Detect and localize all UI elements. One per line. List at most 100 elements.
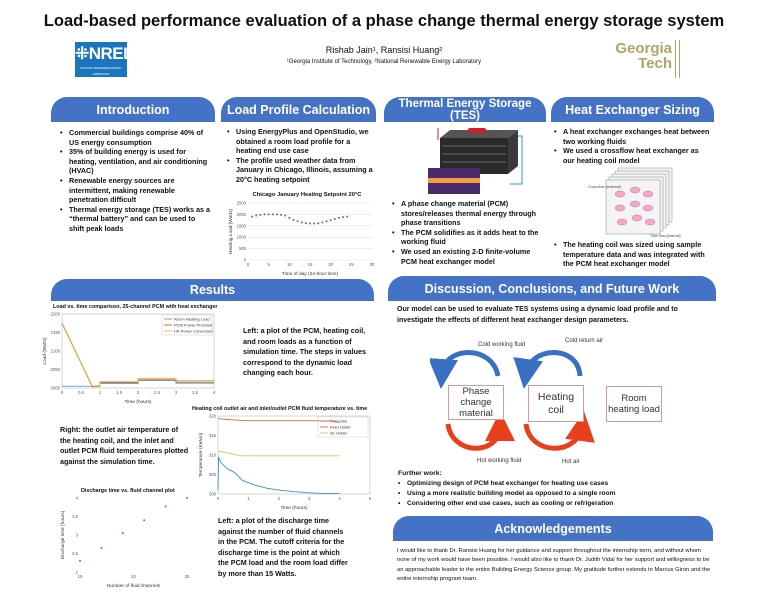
legend-label: Fluid Outlet (330, 425, 351, 430)
chart-title: Heating coil outlet air and inlet/outlet… (192, 406, 368, 412)
x-tick-label: 4 (213, 390, 216, 395)
arrow-label: Hot working fluid (477, 458, 522, 464)
y-tick-label: 500 (239, 246, 247, 251)
series-line (217, 456, 340, 495)
data-point (300, 221, 303, 224)
data-point (143, 519, 146, 522)
legend-label: PCM Power Provided (174, 323, 212, 328)
data-point (292, 218, 295, 221)
x-tick-label: 1 (99, 390, 102, 395)
heating-profile-chart: 0 500 1000 1500 2000 2500 0 5 10 15 20 25 30 Time of … (228, 201, 375, 278)
tube-flow-label: Tube flow (internal) (650, 234, 681, 238)
hx-list: A heat exchanger exchanges heat between … (554, 127, 712, 165)
list-item: Using a more realistic building model as… (398, 489, 710, 499)
legend-label: Fluid Inlet (330, 419, 348, 424)
data-point (164, 505, 167, 508)
system-diagram: Phase change material Heating coil Room … (430, 338, 670, 468)
x-tick-label: 3.5 (192, 390, 198, 395)
list-item: Thermal energy storage (TES) works as a … (60, 205, 210, 234)
data-point (333, 217, 336, 220)
y-axis-label: Heating Load (Watts) (228, 209, 234, 255)
load-profile-list: Using EnergyPlus and OpenStudio, we obta… (227, 127, 375, 185)
y-tick-label: 315 (209, 433, 217, 438)
y-tick-label: 3 (76, 533, 79, 538)
y-tick-label: 2000 (237, 212, 247, 217)
hot-air-arrow (523, 411, 595, 451)
x-tick-label: 2 (137, 390, 140, 395)
cross-flow-label: Cross flow (external) (588, 185, 621, 189)
x-axis-label: Time (hours) (280, 505, 307, 511)
data-point (271, 213, 274, 216)
x-axis-label: Time (hours) (124, 399, 151, 405)
x-tick-label: 5 (267, 262, 270, 267)
x-tick-label: 1.5 (116, 390, 122, 395)
x-tick-label: 2 (278, 496, 281, 501)
data-point (317, 222, 320, 225)
legend-label: Room Heating Load (174, 317, 210, 322)
y-tick-label: 2000 (51, 386, 61, 391)
data-point (342, 216, 345, 219)
discussion-intro: Our model can be used to evaluate TES sy… (397, 306, 678, 324)
series-line (217, 450, 340, 457)
x-tick-label: 15 (78, 574, 83, 579)
load-comparison-chart: 2000 2050 2100 2150 2200 0 0.5 1 1.5 2 2.5 3 3.5 4 Tim… (42, 312, 216, 406)
tes-diagram-image (428, 128, 523, 194)
chart-title: Discharge time vs. fluid channel plot (81, 488, 175, 494)
chart-title: Chicago January Heating Setpoint 20°C (252, 192, 362, 198)
discussion-header: Discussion, Conclusions, and Future Work (388, 276, 716, 301)
legend-label: Air Outlet (330, 431, 348, 436)
list-item: Renewable energy sources are intermitten… (60, 176, 210, 205)
list-item: The heating coil was sized using sample … (554, 240, 714, 269)
y-tick-label: 1000 (237, 235, 247, 240)
data-point (284, 214, 287, 217)
list-item: A phase change material (PCM) stores/rel… (392, 199, 542, 228)
legend-label: HX Power Consumed (174, 329, 212, 334)
x-tick-label: 1 (247, 496, 250, 501)
y-tick-label: 2050 (51, 367, 61, 372)
legend-box (161, 314, 213, 336)
y-tick-label: 300 (209, 492, 217, 497)
x-tick-label: 30 (370, 262, 375, 267)
y-axis-label: Discharge time (hours) (60, 510, 66, 559)
x-tick-label: 3 (308, 496, 311, 501)
introduction-list: Commercial buildings comprise 40% of US … (60, 128, 210, 234)
data-point (337, 216, 340, 219)
data-point (329, 219, 332, 222)
x-tick-label: 0.5 (78, 390, 84, 395)
tower-icon (675, 40, 680, 78)
list-item: Using EnergyPlus and OpenStudio, we obta… (227, 127, 375, 156)
load-profile-header: Load Profile Calculation (221, 97, 376, 122)
y-tick-label: 320 (209, 414, 217, 419)
y-tick-label: 2500 (237, 201, 247, 206)
list-item: The profile used weather data from Janua… (227, 156, 375, 185)
tes-header: Thermal Energy Storage (TES) (384, 97, 546, 122)
plot-frame (61, 313, 215, 389)
data-point (267, 213, 270, 216)
y-axis-label: Temperature (Kelvin) (198, 432, 204, 477)
data-point (263, 213, 266, 216)
series-line (61, 323, 214, 388)
data-point (304, 222, 307, 225)
hot-fluid-arrow (445, 411, 515, 451)
data-point (251, 215, 254, 218)
list-item: Optimizing design of PCM heat exchanger … (398, 479, 710, 489)
data-point (280, 213, 283, 216)
results-caption-3: Left: a plot of the discharge time again… (218, 516, 348, 578)
data-point (79, 559, 81, 562)
data-point (321, 221, 324, 224)
crossflow-hx-image: Cross flow (external) Tube flow (interna… (588, 167, 681, 238)
data-point (313, 222, 316, 225)
arrow-label: Cold return air (565, 338, 604, 344)
data-point (259, 213, 262, 216)
results-caption-1: Left: a plot of the PCM, heating coil, a… (243, 326, 367, 377)
heating-coil-box: Heating coil (528, 385, 584, 422)
results-caption-2: Right: the outlet air temperature of the… (60, 425, 189, 466)
list-item: The PCM solidifies as it adds heat to th… (392, 228, 542, 247)
discharge-chart: 2 2.5 3 3.5 4 15 20 25 Number of fluid channels D… (60, 496, 190, 590)
chart-title: Load vs. time comparison, 25-channel PCM… (53, 304, 218, 310)
x-tick-label: 10 (287, 262, 292, 267)
list-item: We used an existing 2-D finite-volume PC… (392, 247, 542, 266)
data-point (296, 220, 299, 223)
hx-list-2: The heating coil was sized using sample … (554, 240, 714, 269)
data-point (121, 532, 124, 535)
